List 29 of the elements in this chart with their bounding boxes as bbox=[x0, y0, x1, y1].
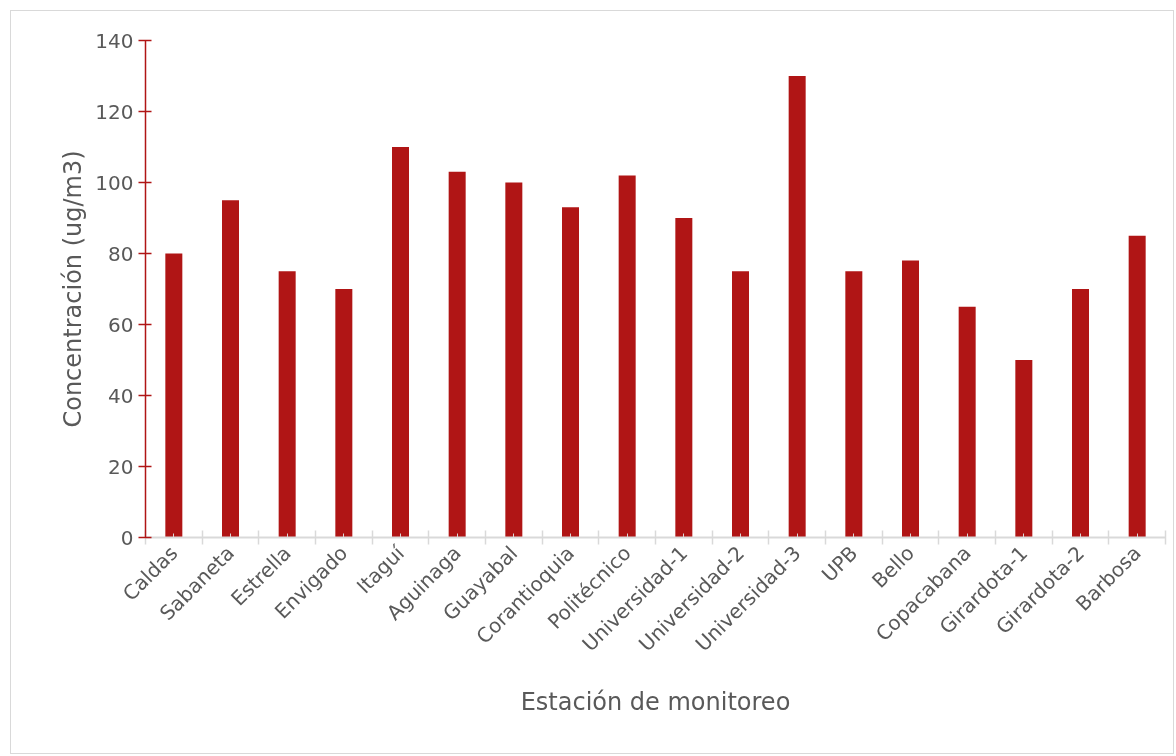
bar bbox=[1015, 360, 1033, 538]
y-tick-label: 0 bbox=[120, 525, 134, 550]
y-tick-label: 20 bbox=[108, 454, 134, 479]
y-tick-label: 100 bbox=[95, 170, 134, 195]
bar bbox=[1072, 289, 1089, 538]
bar bbox=[278, 271, 296, 538]
bar bbox=[958, 306, 976, 538]
y-tick-label: 120 bbox=[95, 99, 134, 124]
bar bbox=[335, 289, 353, 538]
x-tick-label: UPB bbox=[816, 541, 863, 587]
bar bbox=[675, 218, 693, 538]
bar bbox=[788, 76, 806, 538]
bar bbox=[618, 175, 636, 538]
bar bbox=[165, 253, 183, 538]
y-tick-label: 40 bbox=[108, 383, 134, 408]
y-tick-label: 80 bbox=[108, 241, 134, 266]
y-tick-label: 140 bbox=[95, 28, 134, 53]
bar bbox=[562, 207, 579, 538]
bar bbox=[222, 200, 239, 538]
bar bbox=[1128, 235, 1146, 538]
bar bbox=[505, 182, 523, 538]
bar bbox=[392, 147, 409, 538]
y-tick-label: 60 bbox=[108, 312, 134, 337]
bar bbox=[902, 260, 919, 538]
bar bbox=[448, 171, 466, 538]
x-axis-title: Estación de monitoreo bbox=[520, 687, 791, 716]
bar bbox=[732, 271, 749, 538]
y-axis-title: Concentración (ug/m3) bbox=[59, 150, 88, 428]
bar bbox=[845, 271, 863, 538]
